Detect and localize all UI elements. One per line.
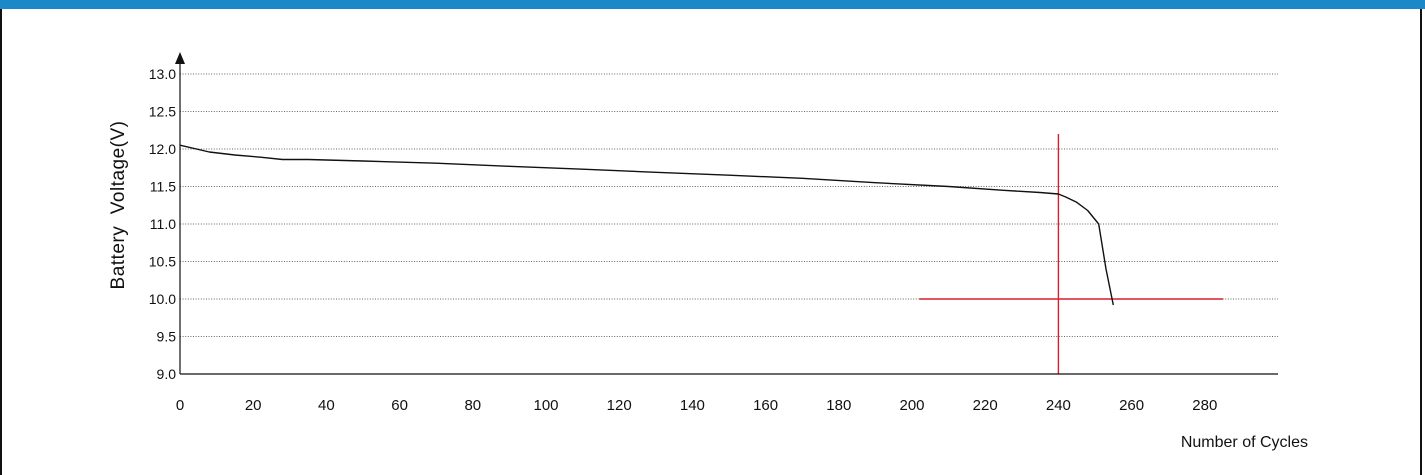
tick-labels: 9.0 9.5 10.0 10.5 11.0 11.5 12.0 12.5 13.0 0 20 40 6… [149, 66, 1218, 414]
x-tick-label: 140 [680, 397, 705, 414]
x-tick-label: 200 [899, 397, 924, 414]
voltage-line [179, 144, 1114, 306]
y-tick-label: 9.0 [157, 366, 177, 382]
x-tick-label: 260 [1119, 397, 1144, 414]
x-tick-label: 240 [1046, 397, 1071, 414]
y-tick-label: 11.0 [150, 216, 176, 232]
grid-lines [180, 73, 1278, 337]
x-tick-label: 0 [176, 397, 184, 414]
series [179, 144, 1114, 306]
x-tick-label: 20 [245, 397, 262, 414]
y-tick-label: 12.0 [149, 141, 176, 157]
y-tick-label: 12.5 [149, 104, 176, 120]
x-tick-label: 80 [464, 397, 481, 414]
y-axis-title: Battery Voltage(V) [108, 121, 129, 290]
chart-frame [0, 9, 1422, 475]
x-tick-label: 40 [318, 397, 335, 414]
y-tick-label: 13.0 [149, 66, 176, 82]
y-tick-label: 10.0 [149, 291, 176, 307]
y-tick-label: 11.5 [150, 179, 176, 195]
axes [175, 52, 1278, 375]
y-axis-arrow [175, 52, 185, 64]
x-tick-label: 180 [826, 397, 851, 414]
x-tick-label: 220 [973, 397, 998, 414]
y-tick-label: 9.5 [157, 329, 177, 345]
header-bar [0, 0, 1425, 9]
reference-lines [919, 134, 1224, 374]
x-tick-label: 120 [607, 397, 632, 414]
x-axis-title: Number of Cycles [1181, 434, 1308, 451]
x-tick-label: 160 [753, 397, 778, 414]
y-tick-label: 10.5 [149, 254, 176, 270]
x-tick-label: 100 [533, 397, 558, 414]
x-tick-label: 280 [1192, 397, 1217, 414]
x-tick-label: 60 [391, 397, 408, 414]
